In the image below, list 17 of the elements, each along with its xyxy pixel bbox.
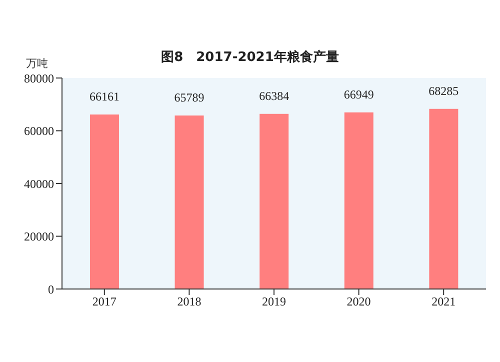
y-tick-label: 40000: [24, 176, 54, 191]
x-tick-label: 2019: [262, 294, 286, 309]
data-label: 66161: [89, 90, 120, 104]
x-tick-label: 2017: [92, 294, 116, 309]
y-tick-label: 80000: [24, 71, 54, 86]
y-axis-title: 万吨: [26, 56, 48, 71]
x-tick-label: 2018: [177, 294, 202, 309]
data-label: 66384: [259, 88, 290, 103]
y-tick-label: 0: [48, 282, 54, 296]
chart-title: 图8 2017-2021年粮食产量: [161, 50, 339, 65]
data-label: 66949: [344, 87, 374, 102]
x-tick-label: 2020: [346, 294, 371, 309]
data-label: 68285: [428, 84, 459, 98]
data-label: 65789: [174, 90, 204, 104]
y-tick-label: 20000: [24, 230, 54, 244]
y-tick-label: 60000: [24, 124, 54, 138]
x-tick-label: 2021: [432, 294, 456, 309]
